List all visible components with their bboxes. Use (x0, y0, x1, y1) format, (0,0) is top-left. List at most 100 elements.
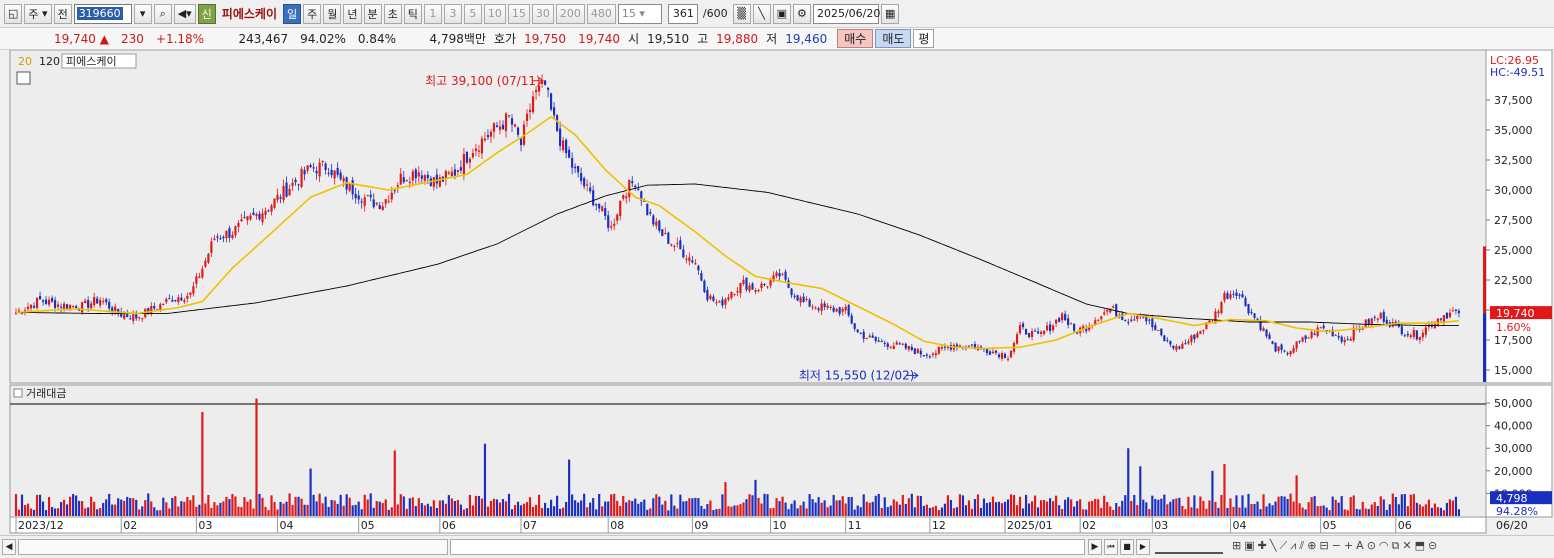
indicator-icon[interactable]: ▒ (732, 3, 751, 24)
volume-bar (276, 509, 279, 516)
volume-bar (580, 500, 583, 516)
date-input[interactable]: 2025/06/20 (812, 3, 880, 24)
time-axis (9, 516, 1487, 534)
box-tool-icon[interactable]: ▣ (1244, 539, 1255, 552)
volume-bar (973, 499, 977, 516)
period-week-button[interactable]: 주 (303, 3, 322, 24)
expand-tool-icon[interactable]: ⬒ (1414, 539, 1426, 552)
candle-body (1070, 323, 1073, 325)
interval-200-button[interactable]: 200 (555, 3, 585, 24)
arc-tool-icon[interactable]: ◠ (1378, 539, 1389, 552)
volume-bar (982, 498, 986, 516)
interval-5-button[interactable]: 5 (463, 3, 482, 24)
buy-button[interactable]: 매수 (837, 29, 874, 48)
line-tool-icon[interactable]: ╲ (1269, 539, 1277, 552)
channel-tool-icon[interactable]: ⫽ (1299, 539, 1305, 552)
zoom-slider[interactable] (1155, 540, 1223, 554)
search-icon[interactable]: ⌕ (153, 3, 172, 24)
volume-bar (820, 502, 823, 516)
trend-icon[interactable]: ╲ (752, 3, 771, 24)
volume-bar (159, 510, 162, 516)
text-tool-icon[interactable]: A (1356, 539, 1364, 552)
prev-button[interactable]: 전 (53, 3, 72, 24)
volume-bar (126, 496, 129, 516)
interval-480-button[interactable]: 480 (586, 3, 616, 24)
play-icon[interactable]: ▶ (1136, 539, 1150, 555)
sell-button[interactable]: 매도 (875, 29, 912, 48)
candle-body (495, 125, 499, 128)
period-month-button[interactable]: 월 (323, 3, 342, 24)
volume-bar (814, 502, 817, 516)
volume-bar (736, 505, 739, 516)
erase-tool-icon[interactable]: ✕ (1402, 539, 1412, 552)
scroll-left-icon[interactable]: ◀ (2, 539, 16, 555)
interval-15-button[interactable]: 15 (507, 3, 530, 24)
scroll-right-icon[interactable]: ▶ (1088, 539, 1102, 555)
interval-30-button[interactable]: 30 (531, 3, 554, 24)
collapse-tool-icon[interactable]: ⊝ (1428, 539, 1438, 552)
stop-icon[interactable]: ■ (1120, 539, 1134, 555)
candle-body (1286, 352, 1289, 355)
stock-code-input[interactable]: 319660 (73, 3, 132, 24)
candle-body (1178, 346, 1181, 349)
hc-label: HC:-49.51 (1490, 66, 1545, 79)
candle-body (1367, 319, 1370, 325)
period-year-button[interactable]: 년 (343, 3, 362, 24)
volume-bar (727, 506, 730, 516)
candle-body (1277, 346, 1280, 352)
scroll-track[interactable] (18, 539, 448, 555)
volume-bar (1334, 499, 1337, 516)
playback-controls: ⏮ ■ ▶ (1104, 539, 1150, 555)
market-select[interactable]: 주 ▾ (24, 3, 52, 24)
candle-body (41, 300, 45, 302)
volume-bar (1036, 507, 1040, 516)
candle-body (643, 200, 646, 202)
period-minute-button[interactable]: 분 (363, 3, 382, 24)
minus-tool-icon[interactable]: − (1331, 539, 1341, 552)
candle-body (207, 253, 210, 263)
zoom-box-tool-icon[interactable]: ⊟ (1319, 539, 1329, 552)
save-icon[interactable]: ▣ (772, 3, 791, 24)
code-dropdown-icon[interactable]: ▾ (133, 3, 152, 24)
period-tick-button[interactable]: 틱 (403, 3, 422, 24)
volume-bar (649, 508, 652, 516)
cross-tool-icon[interactable]: ✚ (1257, 539, 1267, 552)
grid-tool-icon[interactable]: ⊞ (1232, 539, 1242, 552)
interval-1-button[interactable]: 1 (423, 3, 442, 24)
fibo-tool-icon[interactable]: ⊙ (1366, 539, 1376, 552)
count-input[interactable]: 361 (667, 3, 698, 24)
candle-body (402, 177, 405, 183)
copy-tool-icon[interactable]: ⧉ (1391, 539, 1400, 552)
flat-button[interactable]: 평 (913, 29, 935, 48)
chart-scrollbar[interactable]: ◀ ▶ ⏮ ■ ▶ ⊞ ▣ ✚ ╲ ⟋ ⩘ ⫽ ⊕ ⊟ − + A ⊙ ◠ ⧉ … (0, 535, 1554, 558)
period-day-button[interactable]: 일 (283, 3, 302, 24)
volume-bar (57, 508, 60, 516)
fan-tool-icon[interactable]: ⩘ (1290, 539, 1297, 552)
volume-bar (468, 494, 472, 516)
new-badge[interactable]: 신 (197, 3, 216, 24)
period-second-button[interactable]: 초 (383, 3, 402, 24)
scroll-thumb[interactable] (450, 539, 1085, 555)
window-icon[interactable]: ◱ (4, 3, 23, 24)
candle-body (1190, 335, 1193, 343)
ray-tool-icon[interactable]: ⟋ (1279, 539, 1288, 552)
plus-tool-icon[interactable]: + (1343, 539, 1354, 552)
candle-body (577, 165, 580, 173)
candle-body (1283, 350, 1286, 352)
last-pct-label: 1.60% (1496, 321, 1531, 334)
volume-bar (1430, 507, 1433, 516)
interval-select[interactable]: 15 ▾ (617, 3, 662, 24)
volume-bar (691, 498, 694, 516)
volume-bar (931, 507, 934, 516)
volume-bar (291, 504, 294, 516)
interval-10-button[interactable]: 10 (483, 3, 506, 24)
stock-chart[interactable]: 37,500 35,000 32,500 30,000 27,500 25,000 22,5… (0, 50, 1554, 535)
calendar-icon[interactable]: ▦ (880, 3, 900, 24)
rewind-icon[interactable]: ⏮ (1104, 539, 1118, 555)
zoom-in-tool-icon[interactable]: ⊕ (1307, 539, 1317, 552)
gear-icon[interactable]: ⚙ (792, 3, 811, 24)
interval-3-button[interactable]: 3 (443, 3, 462, 24)
speaker-icon[interactable]: ◀▾ (173, 3, 196, 24)
candle-body (318, 162, 321, 177)
candle-body (1021, 323, 1025, 328)
